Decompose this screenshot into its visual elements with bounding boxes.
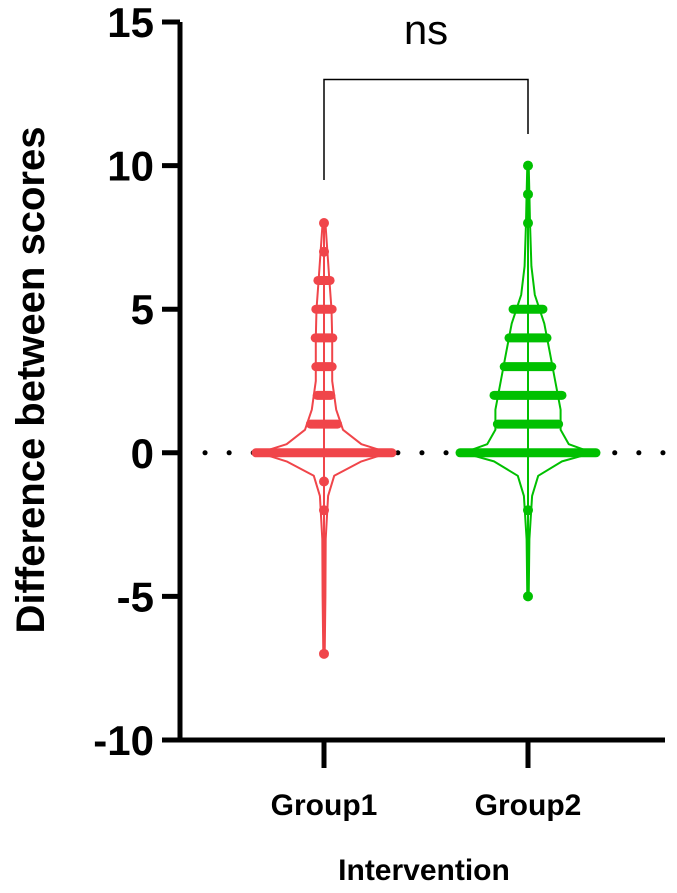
x-axis-title: Intervention bbox=[338, 854, 510, 887]
violin-group2 bbox=[455, 160, 601, 602]
data-point bbox=[319, 505, 329, 516]
violins bbox=[251, 160, 601, 659]
data-point bbox=[319, 246, 329, 257]
y-axis-title: Difference between scores bbox=[9, 127, 53, 634]
axes: -10 -5 0 5 10 15 Group1 Group2 bbox=[93, 0, 665, 822]
y-tick-label: 5 bbox=[131, 286, 154, 333]
data-point bbox=[319, 476, 329, 487]
data-point bbox=[523, 218, 533, 229]
data-point bbox=[319, 648, 329, 659]
y-tick-label: 10 bbox=[107, 143, 154, 190]
y-tick-label: -5 bbox=[117, 573, 154, 620]
data-point bbox=[523, 160, 533, 171]
significance-bracket bbox=[323, 78, 529, 180]
data-point bbox=[523, 591, 533, 602]
y-tick-label: 0 bbox=[131, 430, 154, 477]
data-point bbox=[523, 189, 533, 200]
data-point bbox=[523, 505, 533, 516]
y-tick-label: -10 bbox=[93, 717, 154, 764]
violin-group1 bbox=[251, 218, 397, 659]
y-tick-label: 15 bbox=[107, 0, 154, 46]
data-point bbox=[319, 218, 329, 229]
significance-annotation: ns bbox=[323, 6, 529, 180]
x-tick-label: Group2 bbox=[475, 789, 582, 822]
x-tick-label: Group1 bbox=[271, 789, 378, 822]
significance-label: ns bbox=[404, 6, 448, 53]
